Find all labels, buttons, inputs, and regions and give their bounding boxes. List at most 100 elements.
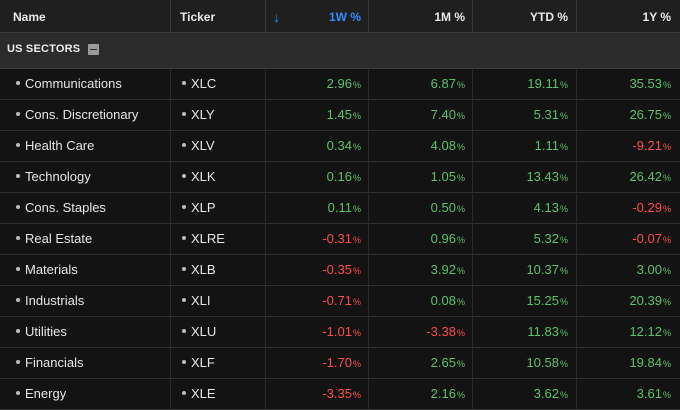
percent-suffix: % xyxy=(662,297,671,307)
percent-value: 13.43 xyxy=(526,169,559,184)
cell-1m: 0.96% xyxy=(368,224,465,255)
percent-value: 7.40 xyxy=(430,107,456,122)
cell-ticker[interactable]: XLY xyxy=(182,100,215,131)
table-row[interactable]: Cons. Discretionary XLY 1.45% 7.40% 5.31% 26.… xyxy=(0,100,680,131)
cell-ticker[interactable]: XLRE xyxy=(182,224,225,255)
table-row[interactable]: Materials XLB -0.35% 3.92% 10.37% 3.00% xyxy=(0,255,680,286)
column-header-1y[interactable]: 1Y % xyxy=(642,10,671,24)
bullet-icon xyxy=(182,204,186,209)
table-row[interactable]: Communications XLC 2.96% 6.87% 19.11% 35.53% xyxy=(0,69,680,100)
cell-name[interactable]: Real Estate xyxy=(16,224,92,255)
cell-name[interactable]: Health Care xyxy=(16,131,94,162)
percent-value: -0.71 xyxy=(322,293,352,308)
cell-1m: -3.38% xyxy=(368,317,465,348)
bullet-icon xyxy=(182,390,186,395)
column-divider xyxy=(265,162,266,193)
cell-1y: -0.29% xyxy=(576,193,671,224)
cell-ticker[interactable]: XLE xyxy=(182,379,216,410)
sector-name: Communications xyxy=(25,76,122,91)
arrow-down-icon[interactable]: ↓ xyxy=(273,9,280,25)
table-row[interactable]: Health Care XLV 0.34% 4.08% 1.11% -9.21% xyxy=(0,131,680,162)
cell-1y: -9.21% xyxy=(576,131,671,162)
table-row[interactable]: Real Estate XLRE -0.31% 0.96% 5.32% -0.07% xyxy=(0,224,680,255)
cell-1m: 6.87% xyxy=(368,69,465,100)
section-title: US SECTORS xyxy=(7,43,81,55)
cell-name[interactable]: Materials xyxy=(16,255,78,286)
percent-suffix: % xyxy=(456,390,465,400)
ticker-symbol: XLU xyxy=(191,324,217,339)
cell-name[interactable]: Cons. Staples xyxy=(16,193,106,224)
minus-square-icon[interactable] xyxy=(88,44,99,55)
cell-1m: 0.50% xyxy=(368,193,465,224)
bullet-icon xyxy=(16,235,20,240)
cell-1w: 2.96% xyxy=(268,69,361,100)
bullet-icon xyxy=(182,235,186,240)
cell-ticker[interactable]: XLV xyxy=(182,131,215,162)
cell-1w: -1.01% xyxy=(268,317,361,348)
cell-ticker[interactable]: XLK xyxy=(182,162,216,193)
bullet-icon xyxy=(182,173,186,178)
cell-name[interactable]: Technology xyxy=(16,162,91,193)
cell-ticker[interactable]: XLI xyxy=(182,286,211,317)
percent-suffix: % xyxy=(456,266,465,276)
cell-ytd: 13.43% xyxy=(472,162,568,193)
cell-name[interactable]: Financials xyxy=(16,348,84,379)
percent-suffix: % xyxy=(559,173,568,183)
cell-ticker[interactable]: XLU xyxy=(182,317,216,348)
cell-ticker[interactable]: XLC xyxy=(182,69,216,100)
bullet-icon xyxy=(16,390,20,395)
bullet-icon xyxy=(16,297,20,302)
cell-name[interactable]: Utilities xyxy=(16,317,67,348)
column-divider xyxy=(576,193,577,224)
column-divider xyxy=(265,100,266,131)
table-row[interactable]: Technology XLK 0.16% 1.05% 13.43% 26.42% xyxy=(0,162,680,193)
column-divider xyxy=(368,317,369,348)
cell-1m: 3.92% xyxy=(368,255,465,286)
sector-name: Financials xyxy=(25,355,84,370)
cell-name[interactable]: Industrials xyxy=(16,286,84,317)
cell-name[interactable]: Cons. Discretionary xyxy=(16,100,138,131)
column-divider xyxy=(170,317,171,348)
percent-suffix: % xyxy=(559,80,568,90)
percent-value: -3.35 xyxy=(322,386,352,401)
percent-suffix: % xyxy=(662,235,671,245)
table-row[interactable]: Financials XLF -1.70% 2.65% 10.58% 19.84% xyxy=(0,348,680,379)
table-row[interactable]: Industrials XLI -0.71% 0.08% 15.25% 20.39% xyxy=(0,286,680,317)
table-row[interactable]: Utilities XLU -1.01% -3.38% 11.83% 12.12% xyxy=(0,317,680,348)
column-divider xyxy=(576,317,577,348)
column-header-ytd[interactable]: YTD % xyxy=(529,10,568,24)
percent-value: 1.11 xyxy=(534,138,559,153)
percent-suffix: % xyxy=(662,390,671,400)
ticker-symbol: XLE xyxy=(191,386,216,401)
bullet-icon xyxy=(16,142,20,147)
percent-value: 2.65 xyxy=(430,355,456,370)
bullet-icon xyxy=(16,359,20,364)
cell-ticker[interactable]: XLB xyxy=(182,255,216,286)
table-row[interactable]: Cons. Staples XLP 0.11% 0.50% 4.13% -0.29% xyxy=(0,193,680,224)
bullet-icon xyxy=(16,328,20,333)
sector-name: Energy xyxy=(25,386,67,401)
cell-1w: -0.35% xyxy=(268,255,361,286)
percent-value: 4.13 xyxy=(533,200,559,215)
sector-name: Real Estate xyxy=(25,231,93,246)
percent-value: 19.84 xyxy=(629,355,662,370)
column-header-1w[interactable]: 1W % xyxy=(328,10,361,24)
column-header-ticker[interactable]: Ticker xyxy=(180,10,216,24)
column-divider xyxy=(368,255,369,286)
section-header-us-sectors: US SECTORS xyxy=(0,33,680,69)
percent-suffix: % xyxy=(352,328,361,338)
cell-name[interactable]: Energy xyxy=(16,379,66,410)
cell-name[interactable]: Communications xyxy=(16,69,122,100)
column-divider xyxy=(170,162,171,193)
column-divider xyxy=(472,100,473,131)
bullet-icon xyxy=(182,80,186,85)
column-divider xyxy=(576,379,577,410)
percent-value: 1.05 xyxy=(430,169,456,184)
table-row[interactable]: Energy XLE -3.35% 2.16% 3.62% 3.61% xyxy=(0,379,680,410)
column-header-1m[interactable]: 1M % xyxy=(434,10,465,24)
cell-ticker[interactable]: XLF xyxy=(182,348,215,379)
column-divider xyxy=(265,255,266,286)
percent-value: 2.96 xyxy=(326,76,352,91)
cell-ticker[interactable]: XLP xyxy=(182,193,216,224)
column-header-name[interactable]: Name xyxy=(13,10,46,24)
